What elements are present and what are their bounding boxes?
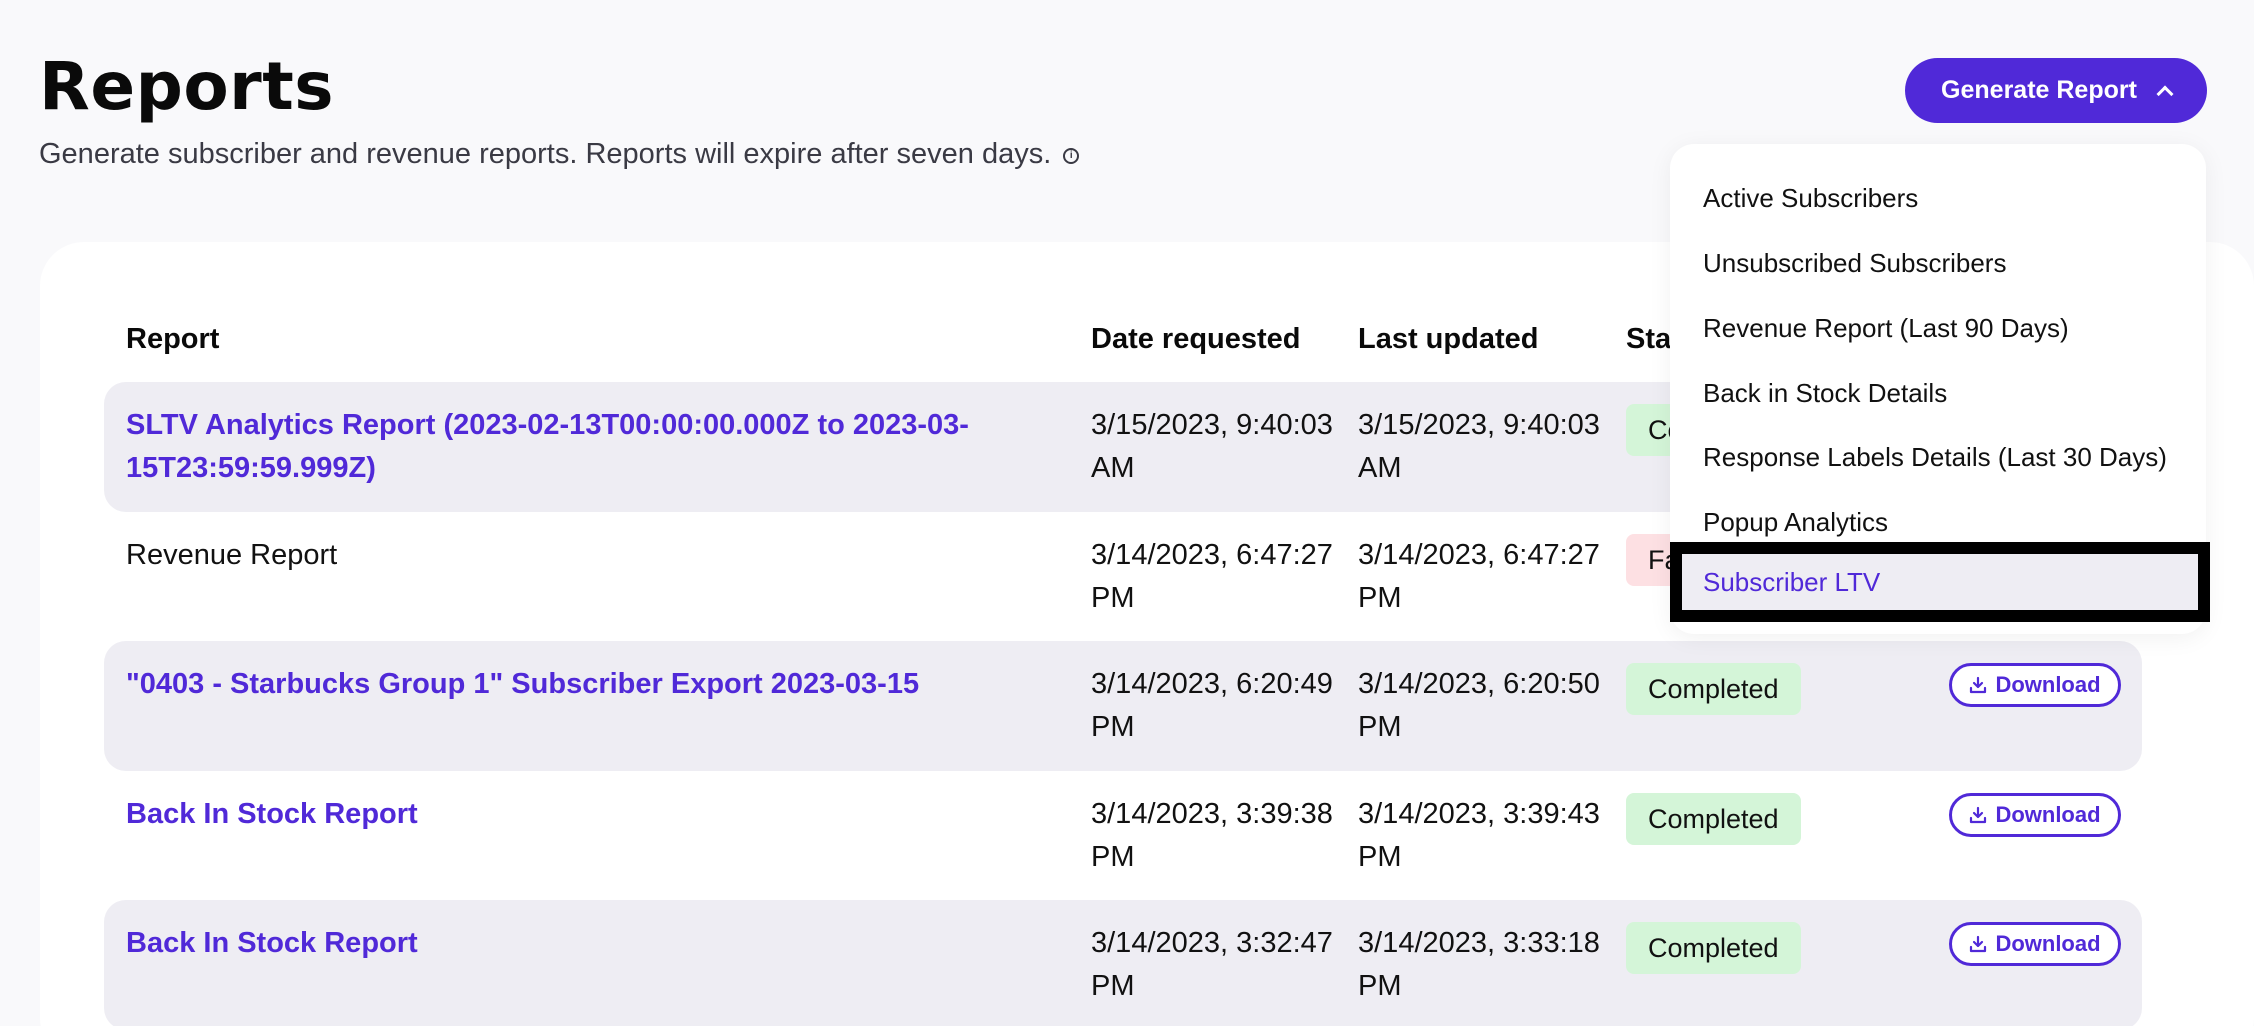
- status-badge: Completed: [1626, 922, 1801, 974]
- report-name: Revenue Report: [126, 539, 338, 571]
- generate-report-label: Generate Report: [1941, 76, 2137, 104]
- menu-item-popup-analytics[interactable]: Popup Analytics: [1703, 507, 1889, 537]
- report-link[interactable]: Back In Stock Report: [126, 798, 418, 830]
- download-button[interactable]: Download: [1949, 922, 2121, 966]
- report-link[interactable]: Back In Stock Report: [126, 927, 418, 959]
- generate-report-menu: Active Subscribers Unsubscribed Subscrib…: [1670, 144, 2210, 634]
- column-header-status: Sta: [1626, 323, 1672, 355]
- status-badge: Completed: [1626, 793, 1801, 845]
- table-row: "0403 - Starbucks Group 1" Subscriber Ex…: [104, 641, 2142, 771]
- date-requested: 3/14/2023, 6:20:49 PM: [1091, 668, 1333, 743]
- menu-item-response-labels-details[interactable]: Response Labels Details (Last 30 Days): [1703, 442, 2167, 472]
- download-icon: [1970, 935, 1987, 953]
- column-header-date-requested: Date requested: [1091, 323, 1301, 355]
- table-row: Back In Stock Report 3/14/2023, 3:32:47 …: [104, 900, 2142, 1026]
- menu-item-revenue-report[interactable]: Revenue Report (Last 90 Days): [1703, 313, 2069, 343]
- download-button[interactable]: Download: [1949, 663, 2121, 707]
- last-updated: 3/14/2023, 6:47:27 PM: [1358, 539, 1600, 614]
- date-requested: 3/14/2023, 3:39:38 PM: [1091, 798, 1333, 873]
- menu-item-unsubscribed-subscribers[interactable]: Unsubscribed Subscribers: [1703, 248, 2007, 278]
- page-title: Reports: [39, 48, 335, 125]
- last-updated: 3/14/2023, 3:33:18 PM: [1358, 927, 1600, 1002]
- table-row: Back In Stock Report 3/14/2023, 3:39:38 …: [104, 771, 2142, 901]
- menu-item-subscriber-ltv[interactable]: Subscriber LTV: [1670, 542, 2210, 622]
- generate-report-button[interactable]: Generate Report: [1905, 58, 2207, 123]
- last-updated: 3/14/2023, 3:39:43 PM: [1358, 798, 1600, 873]
- download-label: Download: [1995, 931, 2101, 956]
- status-badge: Completed: [1626, 663, 1801, 715]
- subtitle-text: Generate subscriber and revenue reports.…: [39, 138, 1052, 170]
- table-row: Revenue Report 3/14/2023, 6:47:27 PM 3/1…: [104, 512, 2142, 642]
- download-label: Download: [1995, 802, 2101, 827]
- date-requested: 3/14/2023, 3:32:47 PM: [1091, 927, 1333, 1002]
- menu-item-back-in-stock-details[interactable]: Back in Stock Details: [1703, 378, 1948, 408]
- column-header-last-updated: Last updated: [1358, 323, 1539, 355]
- download-button[interactable]: Download: [1949, 793, 2121, 837]
- last-updated: 3/14/2023, 6:20:50 PM: [1358, 668, 1600, 743]
- download-label: Download: [1995, 672, 2101, 697]
- date-requested: 3/14/2023, 6:47:27 PM: [1091, 539, 1333, 614]
- download-icon: [1970, 806, 1987, 824]
- menu-item-active-subscribers[interactable]: Active Subscribers: [1703, 183, 1919, 213]
- report-link[interactable]: SLTV Analytics Report (2023-02-13T00:00:…: [126, 409, 969, 484]
- chevron-up-icon: [2156, 85, 2174, 102]
- download-icon: [1970, 676, 1987, 694]
- info-icon[interactable]: i: [1063, 147, 1080, 164]
- date-requested: 3/15/2023, 9:40:03 AM: [1091, 409, 1333, 484]
- report-link[interactable]: "0403 - Starbucks Group 1" Subscriber Ex…: [126, 668, 920, 700]
- column-header-report: Report: [126, 323, 220, 355]
- page-subtitle: Generate subscriber and revenue reports.…: [39, 138, 1080, 171]
- last-updated: 3/15/2023, 9:40:03 AM: [1358, 409, 1600, 484]
